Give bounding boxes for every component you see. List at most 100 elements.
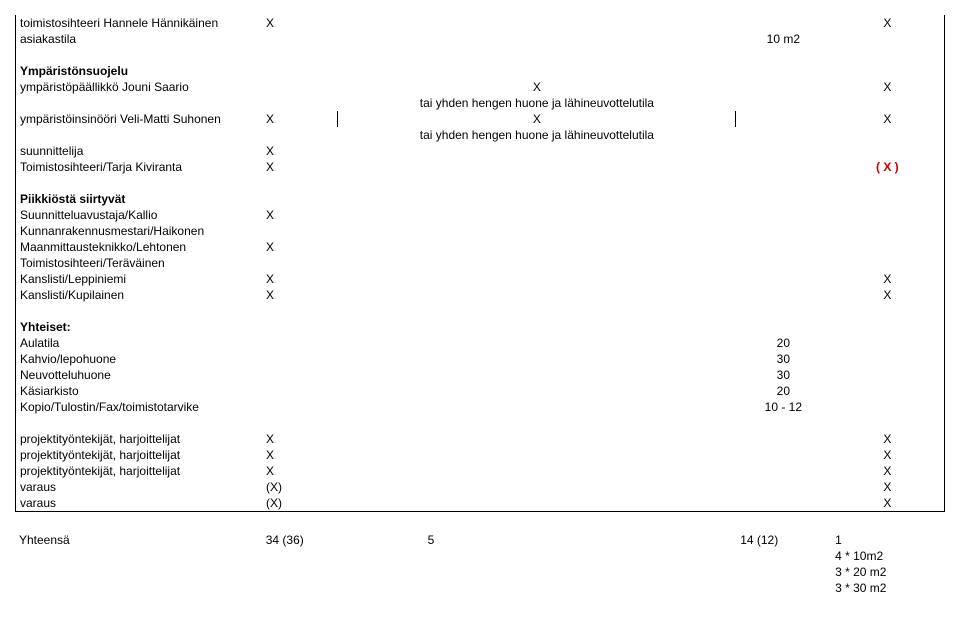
row-x2 bbox=[736, 111, 831, 127]
row-label: Kanslisti/Leppiniemi bbox=[16, 271, 262, 287]
row-label: Maanmittausteknikko/Lehtonen bbox=[16, 239, 262, 255]
row-label: projektityöntekijät, harjoittelijat bbox=[16, 463, 262, 479]
row-last bbox=[831, 367, 945, 383]
row-label: Kopio/Tulostin/Fax/toimistotarvike bbox=[16, 399, 262, 415]
row-x1 bbox=[262, 223, 338, 239]
row-mid bbox=[338, 271, 736, 287]
table-row: varaus(X)X bbox=[16, 495, 945, 512]
row-x2 bbox=[736, 431, 831, 447]
row-x2 bbox=[736, 191, 831, 207]
table-row: ympäristöinsinööri Veli-Matti SuhonenXXX bbox=[16, 111, 945, 127]
row-mid: tai yhden hengen huone ja lähineuvottelu… bbox=[338, 127, 736, 143]
staff-table: toimistosihteeri Hannele HännikäinenXXas… bbox=[15, 15, 945, 528]
row-mid bbox=[338, 383, 736, 399]
table-row: projektityöntekijät, harjoittelijatXX bbox=[16, 463, 945, 479]
row-last: X bbox=[831, 495, 945, 512]
row-x1 bbox=[262, 63, 338, 79]
row-label bbox=[16, 95, 262, 111]
row-label: varaus bbox=[16, 479, 262, 495]
spacer-row bbox=[16, 512, 945, 529]
row-mid bbox=[338, 159, 736, 175]
row-x1 bbox=[262, 351, 338, 367]
row-x2 bbox=[736, 255, 831, 271]
row-label: Ympäristönsuojelu bbox=[16, 63, 262, 79]
row-mid bbox=[338, 143, 736, 159]
table-row: suunnittelijaX bbox=[16, 143, 945, 159]
table-row: Kahvio/lepohuone30 bbox=[16, 351, 945, 367]
row-x2: 20 bbox=[736, 383, 831, 399]
row-last bbox=[831, 95, 945, 111]
row-x1 bbox=[262, 319, 338, 335]
totals-sub2: 3 * 20 m2 bbox=[831, 564, 945, 580]
row-x1: X bbox=[262, 447, 338, 463]
row-x1: X bbox=[262, 239, 338, 255]
row-x1 bbox=[262, 367, 338, 383]
row-x2 bbox=[736, 223, 831, 239]
table-row: projektityöntekijät, harjoittelijatXX bbox=[16, 431, 945, 447]
row-label bbox=[16, 127, 262, 143]
row-x2: 10 - 12 bbox=[736, 399, 831, 415]
row-x1 bbox=[262, 95, 338, 111]
row-x2 bbox=[736, 495, 831, 512]
totals-c1: 34 (36) bbox=[262, 532, 338, 548]
row-x1 bbox=[262, 255, 338, 271]
table-row: Kunnanrakennusmestari/Haikonen bbox=[16, 223, 945, 239]
totals-c2: 5 bbox=[338, 532, 737, 548]
row-mid bbox=[338, 287, 736, 303]
row-x2: 10 m2 bbox=[736, 31, 831, 47]
row-x1: X bbox=[262, 15, 338, 31]
row-label: asiakastila bbox=[16, 31, 262, 47]
row-last: X bbox=[831, 463, 945, 479]
row-x2 bbox=[736, 127, 831, 143]
row-last bbox=[831, 399, 945, 415]
table-row: tai yhden hengen huone ja lähineuvottelu… bbox=[16, 95, 945, 111]
row-mid bbox=[338, 335, 736, 351]
row-last: X bbox=[831, 15, 945, 31]
table-row: Neuvotteluhuone 30 bbox=[16, 367, 945, 383]
table-row: Yhteiset: bbox=[16, 319, 945, 335]
row-mid bbox=[338, 447, 736, 463]
spacer-row bbox=[16, 303, 945, 319]
row-last bbox=[831, 31, 945, 47]
row-x2 bbox=[736, 463, 831, 479]
row-label: ympäristöinsinööri Veli-Matti Suhonen bbox=[16, 111, 262, 127]
row-x1: (X) bbox=[262, 495, 338, 512]
row-mid bbox=[338, 15, 736, 31]
row-mid bbox=[338, 319, 736, 335]
row-x1: X bbox=[262, 159, 338, 175]
table-row: varaus(X)X bbox=[16, 479, 945, 495]
row-x2 bbox=[736, 271, 831, 287]
row-last bbox=[831, 351, 945, 367]
table-row: Toimistosihteeri/Teräväinen bbox=[16, 255, 945, 271]
row-x2 bbox=[736, 239, 831, 255]
row-x2: 30 bbox=[736, 351, 831, 367]
row-label: projektityöntekijät, harjoittelijat bbox=[16, 431, 262, 447]
row-mid: X bbox=[338, 111, 736, 127]
row-last bbox=[831, 239, 945, 255]
row-x2 bbox=[736, 63, 831, 79]
row-x1: X bbox=[262, 143, 338, 159]
row-last bbox=[831, 335, 945, 351]
row-label: Toimistosihteeri/Tarja Kiviranta bbox=[16, 159, 262, 175]
row-label: Kanslisti/Kupilainen bbox=[16, 287, 262, 303]
table-row: ympäristöpäällikkö Jouni SaarioXX bbox=[16, 79, 945, 95]
row-x2 bbox=[736, 207, 831, 223]
row-x1: X bbox=[262, 431, 338, 447]
row-mid bbox=[338, 495, 736, 512]
row-x1 bbox=[262, 383, 338, 399]
row-label: Neuvotteluhuone bbox=[16, 367, 262, 383]
row-label: projektityöntekijät, harjoittelijat bbox=[16, 447, 262, 463]
row-last: X bbox=[831, 79, 945, 95]
table-row: Ympäristönsuojelu bbox=[16, 63, 945, 79]
row-x2 bbox=[736, 15, 831, 31]
totals-c3: 14 (12) bbox=[736, 532, 831, 548]
row-last: X bbox=[831, 479, 945, 495]
row-x2 bbox=[736, 159, 831, 175]
totals-table: Yhteensä 34 (36) 5 14 (12) 1 4 * 10m2 3 … bbox=[15, 532, 945, 596]
totals-sub1: 4 * 10m2 bbox=[831, 548, 945, 564]
row-x2: 30 bbox=[736, 367, 831, 383]
row-label: Kunnanrakennusmestari/Haikonen bbox=[16, 223, 262, 239]
row-x2 bbox=[736, 447, 831, 463]
row-last bbox=[831, 207, 945, 223]
row-x1: X bbox=[262, 463, 338, 479]
